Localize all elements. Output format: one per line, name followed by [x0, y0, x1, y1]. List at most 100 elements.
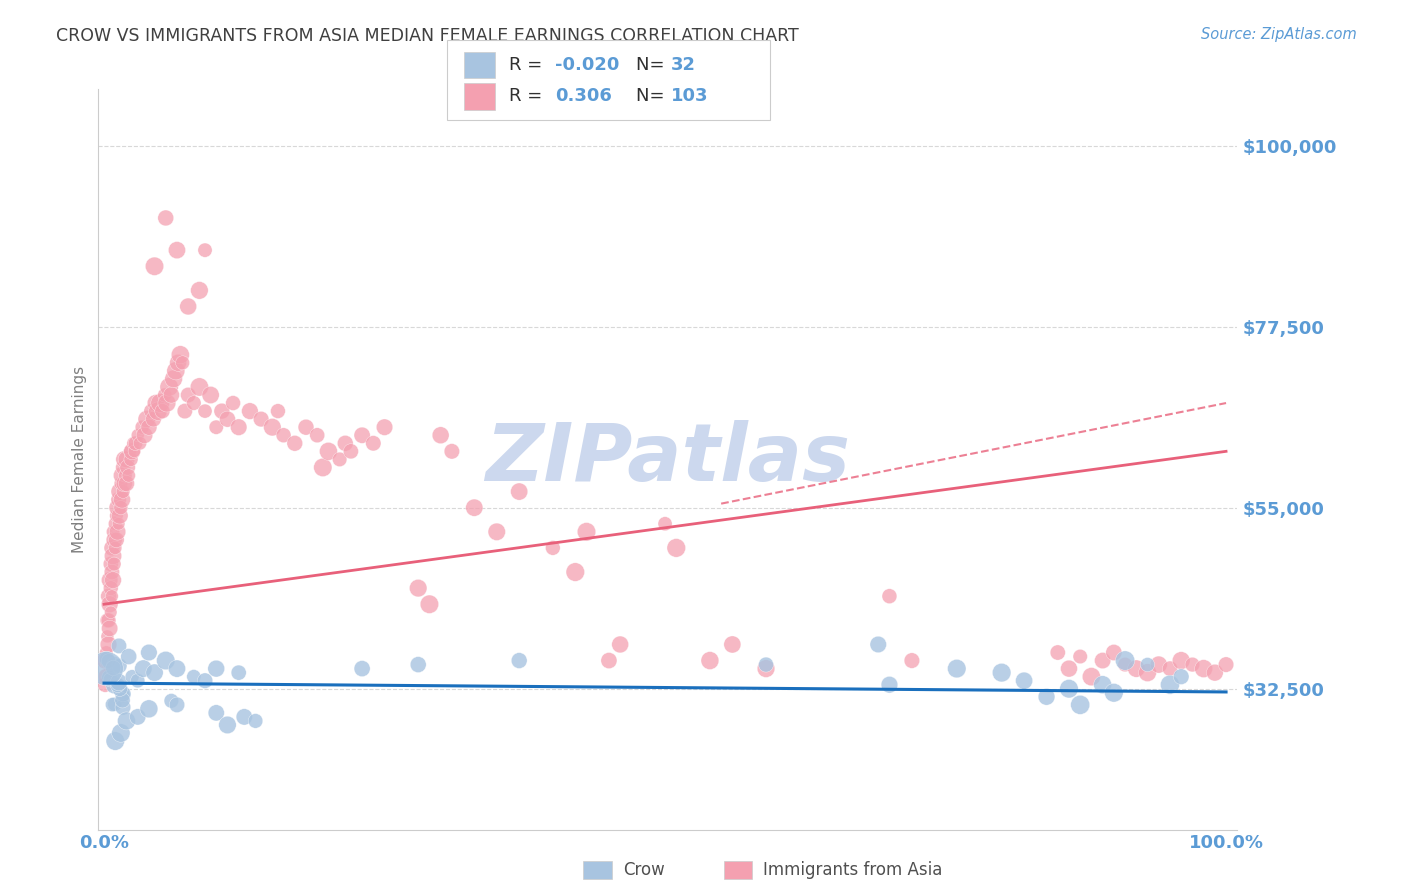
Point	[233, 710, 256, 724]
Point	[98, 597, 121, 611]
Point	[228, 665, 250, 680]
Point	[105, 508, 128, 523]
Point	[110, 726, 132, 740]
Point	[111, 693, 134, 707]
Point	[96, 646, 118, 660]
Point	[97, 613, 120, 627]
Point	[1125, 662, 1147, 676]
Point	[101, 541, 124, 555]
Text: -0.020: -0.020	[555, 56, 620, 74]
Point	[1147, 657, 1170, 672]
Point	[132, 662, 155, 676]
Point	[211, 404, 233, 418]
Point	[1136, 665, 1159, 680]
Point	[107, 492, 129, 507]
Point	[329, 452, 352, 467]
Point	[245, 714, 267, 728]
Point	[124, 436, 146, 450]
Point	[654, 516, 676, 531]
Point	[312, 460, 335, 475]
Point	[1057, 681, 1080, 696]
Point	[307, 428, 329, 442]
Point	[98, 573, 121, 587]
Point	[121, 670, 143, 684]
Point	[1091, 654, 1114, 668]
Point	[1159, 678, 1181, 692]
Point	[262, 420, 284, 434]
Point	[101, 524, 124, 539]
Point	[103, 661, 125, 675]
Point	[108, 675, 131, 690]
Point	[105, 533, 128, 547]
Point	[145, 396, 167, 410]
Point	[205, 706, 228, 720]
Point	[169, 348, 191, 362]
Y-axis label: Median Female Earnings: Median Female Earnings	[72, 366, 87, 553]
Point	[1204, 665, 1226, 680]
Point	[108, 484, 131, 499]
Point	[138, 646, 160, 660]
Text: 103: 103	[671, 87, 709, 105]
Point	[721, 637, 744, 651]
Point	[1114, 657, 1136, 672]
Point	[901, 654, 924, 668]
Point	[166, 243, 188, 257]
Point	[1114, 654, 1136, 668]
Text: CROW VS IMMIGRANTS FROM ASIA MEDIAN FEMALE EARNINGS CORRELATION CHART: CROW VS IMMIGRANTS FROM ASIA MEDIAN FEMA…	[56, 27, 799, 45]
Point	[1069, 698, 1091, 712]
Point	[194, 404, 217, 418]
Point	[111, 468, 134, 483]
Point	[868, 637, 890, 651]
Point	[485, 524, 508, 539]
Point	[879, 589, 901, 603]
Point	[97, 637, 120, 651]
Point	[104, 516, 127, 531]
Point	[100, 605, 122, 619]
Point	[98, 621, 121, 635]
Point	[1102, 686, 1125, 700]
Point	[115, 476, 138, 491]
Text: Crow: Crow	[623, 861, 665, 879]
Text: N=: N=	[636, 56, 669, 74]
Text: N=: N=	[636, 87, 669, 105]
Point	[115, 714, 138, 728]
Point	[96, 670, 118, 684]
Point	[127, 673, 149, 688]
Point	[188, 284, 211, 298]
Point	[755, 662, 778, 676]
Point	[131, 420, 153, 434]
Point	[98, 670, 121, 684]
Point	[112, 452, 135, 467]
Point	[173, 404, 195, 418]
Point	[267, 404, 290, 418]
Point	[177, 300, 200, 314]
Point	[114, 468, 136, 483]
Point	[112, 460, 135, 475]
Point	[165, 364, 187, 378]
Point	[250, 412, 273, 426]
Point	[96, 629, 118, 643]
Point	[118, 468, 141, 483]
Point	[284, 436, 307, 450]
Point	[1057, 662, 1080, 676]
Point	[194, 673, 217, 688]
Point	[1102, 646, 1125, 660]
Point	[318, 444, 340, 458]
Point	[273, 428, 295, 442]
Text: R =: R =	[509, 87, 548, 105]
Point	[104, 541, 127, 555]
Point	[1035, 690, 1057, 704]
Point	[124, 444, 146, 458]
Point	[990, 665, 1012, 680]
Point	[200, 388, 222, 402]
Point	[141, 404, 163, 418]
Point	[142, 412, 165, 426]
Point	[156, 396, 179, 410]
Point	[598, 654, 620, 668]
Point	[129, 436, 152, 450]
Point	[1069, 649, 1091, 664]
Point	[205, 662, 228, 676]
Point	[1136, 657, 1159, 672]
Point	[97, 654, 120, 668]
Point	[107, 678, 129, 692]
